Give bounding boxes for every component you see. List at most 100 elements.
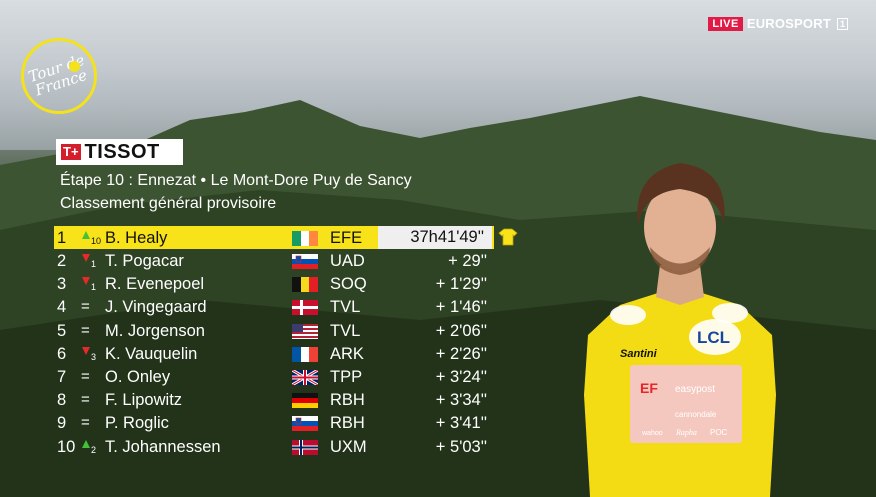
time-gap: + 1'29'' [435, 275, 487, 294]
no-change-equals: = [81, 414, 90, 432]
slovenia-flag [292, 416, 318, 432]
leader-total-time: 37h41'49'' [378, 226, 492, 249]
rank-number: 6 [57, 344, 67, 363]
jersey-patch-rapha: Rapha [675, 428, 697, 437]
team-code: EFE [330, 229, 363, 247]
rider-name: B. Healy [105, 229, 168, 247]
jersey-patch-cannondale: cannondale [675, 410, 717, 419]
team-code: UXM [330, 437, 367, 456]
standings-row-leader: 1 10 B. Healy EFE 37h41'49'' [54, 226, 494, 249]
up-arrow-icon [82, 439, 90, 448]
no-change-indicator: = [81, 388, 98, 411]
live-badge: LIVE [708, 16, 743, 31]
rank-change-value: 3 [91, 351, 97, 362]
no-change-indicator: = [81, 295, 98, 318]
no-change-equals: = [81, 367, 90, 385]
stage-title: Étape 10 : Ennezat • Le Mont-Dore Puy de… [60, 172, 412, 189]
rider-portrait: LCL EF easypost cannondale wahoo Rapha P… [584, 163, 776, 497]
rider-name: J. Vingegaard [105, 298, 207, 317]
team-code: TVL [330, 321, 361, 340]
no-change-equals: = [81, 298, 90, 316]
team-code: RBH [330, 414, 365, 433]
rank-down-icon: 1 [82, 249, 98, 272]
rank-number: 2 [57, 252, 67, 270]
rank-number: 7 [57, 367, 67, 386]
rank-change-value: 2 [91, 444, 97, 455]
time-gap: + 3'24'' [435, 367, 487, 386]
slovenia-flag [292, 254, 318, 269]
rider-name: M. Jorgenson [105, 321, 205, 340]
rider-name: R. Evenepoel [105, 275, 205, 294]
rank-down-icon: 1 [82, 272, 98, 295]
standings-row: 6 3 K. Vauquelin ARK + 2'26'' [54, 342, 494, 365]
standings-row: 2 1 T. Pogacar UAD + 29'' [54, 249, 494, 272]
sponsor-mark: T+ [61, 144, 81, 160]
usa-flag [292, 323, 318, 339]
france-flag [292, 346, 318, 362]
belgium-flag [292, 277, 318, 293]
ireland-flag [292, 231, 318, 246]
standings-row: 8 = F. Lipowitz RBH + 3'34'' [54, 388, 494, 411]
team-code: UAD [330, 252, 365, 270]
rider-name: K. Vauquelin [105, 344, 198, 363]
sponsor-name: TISSOT [84, 140, 160, 163]
tour-de-france-logo: Tour de France [21, 38, 97, 114]
team-code: RBH [330, 391, 365, 410]
jersey-patch-poc: POC [710, 428, 728, 437]
jersey-patch-wahoo: wahoo [641, 430, 663, 437]
time-gap: + 2'06'' [435, 321, 487, 340]
jersey-lcl-text: LCL [697, 328, 730, 347]
no-change-indicator: = [81, 365, 98, 388]
team-code: TPP [330, 367, 363, 386]
rank-number: 10 [57, 437, 76, 456]
jersey-team-sponsor-text: easypost [675, 384, 715, 395]
rider-name: F. Lipowitz [105, 391, 183, 410]
rank-number: 9 [57, 414, 67, 433]
time-gap: + 3'41'' [435, 414, 487, 433]
sponsor-banner: T+ TISSOT [56, 139, 183, 165]
rider-name: T. Pogacar [105, 252, 184, 270]
team-code: TVL [330, 298, 361, 317]
rider-name: O. Onley [105, 367, 171, 386]
denmark-flag [292, 300, 318, 316]
rider-name: T. Johannessen [105, 437, 221, 456]
up-arrow-icon [82, 231, 90, 239]
jersey-santini-text: Santini [620, 348, 658, 360]
time-gap: + 1'46'' [435, 298, 487, 317]
no-change-equals: = [81, 321, 90, 339]
standings-row: 7 = O. Onley TPP + 3'24'' [54, 365, 494, 388]
standings-row: 3 1 R. Evenepoel SOQ + 1'29'' [54, 272, 494, 295]
logo-sun-dot [69, 61, 80, 72]
yellow-jersey-icon [498, 228, 518, 246]
standings-row: 4 = J. Vingegaard TVL + 1'46'' [54, 295, 494, 318]
channel-name: EUROSPORT [746, 16, 831, 31]
rank-number: 8 [57, 391, 67, 410]
standings-row: 5 = M. Jorgenson TVL + 2'06'' [54, 319, 494, 342]
channel-number: 1 [836, 17, 848, 30]
standings-row: 10 2 T. Johannessen UXM + 5'03'' [54, 435, 494, 458]
down-arrow-icon [82, 277, 90, 286]
classification-title: Classement général provisoire [60, 195, 277, 212]
down-arrow-icon [82, 254, 90, 262]
rank-change-value: 1 [91, 259, 97, 269]
time-gap: + 3'34'' [435, 391, 487, 410]
jersey-team-logo-text: EF [640, 380, 658, 396]
standings-table: 1 10 B. Healy EFE 37h41'49'' 2 1 T. Pogacar UAD +… [54, 226, 494, 458]
team-code: ARK [330, 344, 364, 363]
time-gap: + 29'' [448, 252, 487, 270]
team-code: SOQ [330, 275, 367, 294]
rank-down-icon: 3 [82, 342, 98, 365]
rider-name: P. Roglic [105, 414, 169, 433]
rank-change-value: 1 [91, 282, 97, 293]
norway-flag [292, 439, 318, 455]
rank-up-icon: 10 [82, 226, 102, 249]
germany-flag [292, 393, 318, 409]
no-change-indicator: = [81, 319, 98, 342]
down-arrow-icon [82, 346, 90, 355]
no-change-indicator: = [81, 411, 98, 434]
rank-number: 5 [57, 321, 67, 340]
broadcast-badge: LIVE EUROSPORT 1 [708, 16, 848, 31]
rank-up-icon: 2 [82, 435, 98, 458]
rank-change-value: 10 [91, 236, 102, 246]
time-gap: + 5'03'' [435, 437, 487, 456]
